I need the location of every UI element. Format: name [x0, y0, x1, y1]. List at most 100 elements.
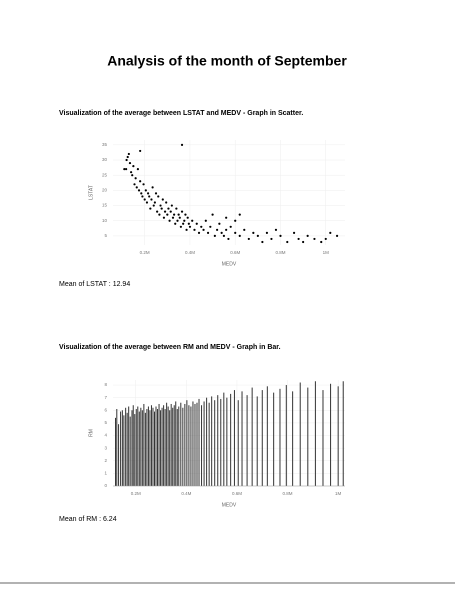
bar [279, 388, 281, 486]
scatter-point [286, 240, 289, 244]
bar [266, 386, 268, 486]
scatter-point [227, 237, 230, 241]
scatter-point [135, 186, 138, 189]
y-tick-label: 1 [104, 471, 107, 476]
y-tick-label: 0 [104, 483, 107, 488]
bar [322, 390, 324, 486]
scatter-point [195, 222, 198, 225]
bar [170, 403, 172, 486]
x-axis-label: MEDV [222, 502, 237, 508]
scatter-point [137, 189, 141, 192]
bar [273, 392, 275, 486]
bar [158, 403, 160, 486]
bar [126, 412, 128, 486]
scatter-point [185, 228, 188, 231]
bar [123, 415, 125, 486]
scatter-point [211, 213, 214, 216]
scatter-point [270, 237, 273, 241]
scatter-point [191, 219, 194, 222]
scatter-point [265, 231, 269, 234]
scatter-point [302, 240, 305, 244]
scatter-point [161, 198, 164, 201]
scatter-point [238, 234, 241, 237]
scatter-point [125, 168, 128, 171]
scatter-point [256, 234, 259, 237]
scatter-point [234, 231, 237, 234]
bar [342, 381, 344, 486]
scatter-point [306, 234, 309, 237]
bar [190, 406, 192, 486]
scatter-point [216, 228, 219, 231]
scatter-point [165, 201, 168, 204]
bar [201, 405, 203, 486]
bar [299, 382, 301, 486]
scatter-point [144, 189, 147, 192]
y-tick-label: 2 [104, 458, 107, 463]
scatter-point [320, 240, 323, 244]
bar [330, 383, 332, 486]
scatter-point [225, 228, 228, 231]
scatter-point [153, 201, 156, 204]
bar [237, 400, 239, 486]
scatter-point [329, 231, 332, 234]
scatter-point [186, 216, 189, 219]
bar [138, 411, 140, 486]
bar [206, 397, 208, 486]
mean-text: Mean of RM : 6.24 [59, 516, 117, 523]
bar [196, 402, 198, 486]
x-tick-label: 0.2M [131, 491, 141, 496]
bar [230, 393, 232, 486]
scatter-point [177, 213, 180, 216]
scatter-point [132, 164, 135, 168]
section-heading: Visualization of the average between LST… [59, 110, 303, 117]
scatter-point [176, 219, 179, 222]
bar [169, 410, 171, 486]
scatter-point [167, 207, 170, 210]
scatter-point [234, 219, 237, 222]
scatter-point [220, 231, 223, 234]
bar [220, 398, 222, 486]
scatter-point [163, 210, 167, 213]
bar [211, 396, 213, 486]
scatter-point [202, 228, 205, 231]
x-tick-label: 0.8M [283, 491, 293, 496]
x-tick-label: 0.4M [181, 491, 191, 496]
scatter-point [180, 143, 184, 146]
x-tick-label: 1M [323, 250, 330, 255]
scatter-point [156, 210, 159, 213]
x-tick-label: 0.4M [185, 250, 195, 255]
bar [226, 397, 228, 486]
scatter-point [204, 219, 207, 222]
x-tick-label: 1M [335, 491, 342, 496]
scatter-point [123, 168, 126, 171]
bar [217, 395, 219, 486]
bar [173, 405, 175, 486]
bar [115, 417, 117, 486]
y-tick-label: 8 [104, 382, 107, 387]
scatter-point [171, 216, 175, 219]
scatter-point [170, 204, 173, 207]
y-tick-label: 3 [104, 445, 107, 450]
y-tick-label: 35 [102, 142, 108, 147]
x-tick-label: 0.6M [232, 491, 242, 496]
bar [178, 406, 180, 486]
bar [121, 410, 123, 486]
bar [160, 410, 162, 486]
scatter-point [324, 237, 327, 241]
scatter-point [146, 192, 150, 195]
scatter-point [166, 213, 169, 216]
scatter-point [209, 225, 212, 228]
y-tick-label: 15 [102, 203, 108, 208]
bar [120, 411, 122, 486]
bar [137, 406, 139, 486]
scatter-point [169, 210, 172, 213]
bar [153, 411, 155, 486]
scatter-point [292, 231, 296, 234]
scatter-point [200, 225, 203, 228]
scatter-point [134, 177, 137, 180]
x-tick-label: 0.8M [275, 250, 285, 255]
y-tick-label: 7 [104, 395, 107, 400]
scatter-point [229, 225, 232, 228]
